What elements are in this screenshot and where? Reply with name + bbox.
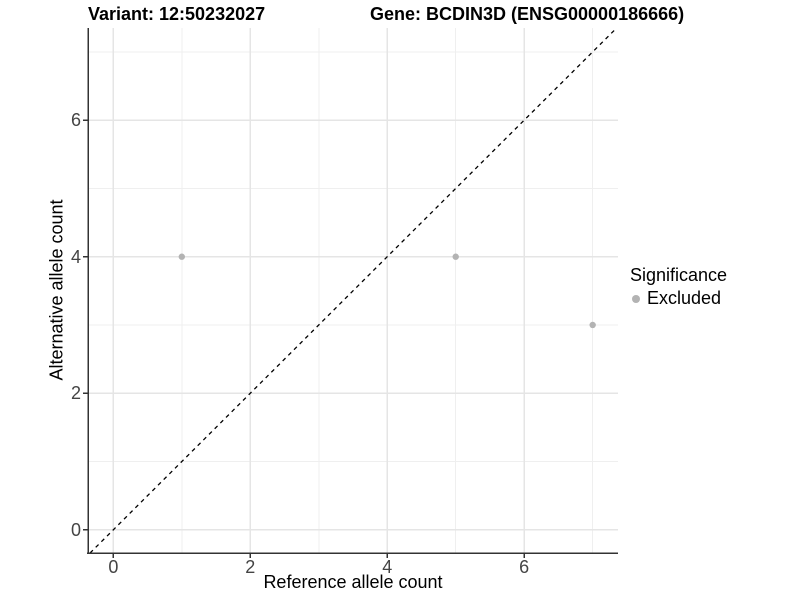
x-tick-label: 6 <box>519 557 530 577</box>
excluded-point-icon <box>632 294 640 303</box>
y-tick-label: 0 <box>70 519 81 540</box>
grid-minor <box>88 28 618 553</box>
legend-title: Significance <box>630 265 728 285</box>
y-tick-label: 4 <box>70 246 81 267</box>
y-tick-label: 6 <box>70 110 81 131</box>
x-axis-title: Reference allele count <box>263 572 443 592</box>
grid-major <box>88 28 618 553</box>
data-points <box>178 253 596 329</box>
x-tick-label: 2 <box>245 557 256 577</box>
x-tick-label: 0 <box>108 557 119 577</box>
data-point <box>452 253 459 260</box>
data-point <box>178 253 186 260</box>
legend-item-label: Excluded <box>647 288 722 308</box>
data-point <box>589 321 596 329</box>
identity-line <box>89 27 618 554</box>
legend-item-excluded: Excluded <box>630 288 727 309</box>
plot-title-gene: Gene: BCDIN3D (ENSG00000186666) <box>370 4 685 24</box>
plot-title-variant: Variant: 12:50232027 <box>88 4 266 24</box>
x-tick-label: 4 <box>382 557 393 577</box>
y-tick-label: 2 <box>70 383 81 404</box>
axis-lines <box>87 28 618 554</box>
tick-marks <box>83 119 525 558</box>
legend: Significance Excluded <box>630 265 727 309</box>
